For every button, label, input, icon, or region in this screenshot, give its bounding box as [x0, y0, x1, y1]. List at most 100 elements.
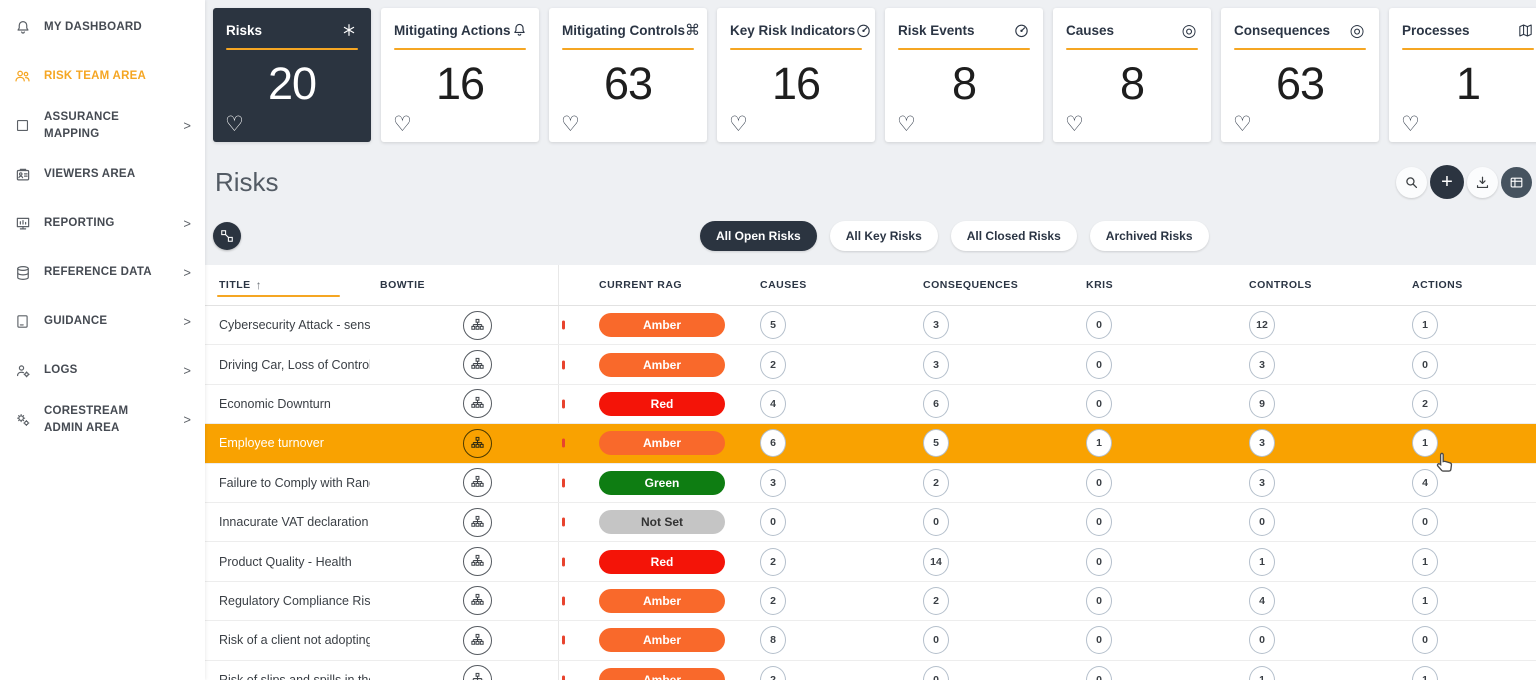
kris-count-badge[interactable]: 0 — [1086, 508, 1112, 537]
column-settings-button[interactable] — [1501, 166, 1532, 198]
actions-count-badge[interactable]: 0 — [1412, 626, 1438, 655]
actions-count-badge[interactable]: 0 — [1412, 508, 1438, 537]
heart-icon[interactable]: ♡ — [1065, 113, 1084, 136]
bowtie-icon-button[interactable] — [463, 665, 492, 680]
search-button[interactable] — [1396, 166, 1427, 198]
causes-count-badge[interactable]: 2 — [760, 665, 786, 680]
summary-card-risks[interactable]: Risks 20 ♡ — [213, 8, 371, 142]
kris-count-badge[interactable]: 0 — [1086, 350, 1112, 379]
kris-count-badge[interactable]: 0 — [1086, 665, 1112, 680]
bowtie-icon-button[interactable] — [463, 389, 492, 419]
controls-count-badge[interactable]: 1 — [1249, 547, 1275, 576]
kris-count-badge[interactable]: 0 — [1086, 547, 1112, 576]
column-header-current-rag[interactable]: CURRENT RAG — [558, 265, 740, 305]
risk-row[interactable]: Innacurate VAT declaration Not Set 0 0 0… — [205, 502, 1536, 543]
bowtie-icon-button[interactable] — [463, 468, 492, 498]
consequences-count-badge[interactable]: 2 — [923, 586, 949, 615]
bowtie-icon-button[interactable] — [463, 310, 492, 340]
kris-count-badge[interactable]: 0 — [1086, 626, 1112, 655]
risk-row[interactable]: Cybersecurity Attack - sensitive ... Amb… — [205, 306, 1536, 346]
filter-all-closed-risks[interactable]: All Closed Risks — [950, 221, 1077, 251]
summary-card-consequences[interactable]: Consequences ◎ 63 ♡ — [1221, 8, 1379, 142]
bowtie-link-button[interactable] — [213, 222, 241, 250]
consequences-count-badge[interactable]: 14 — [923, 547, 949, 576]
controls-count-badge[interactable]: 0 — [1249, 626, 1275, 655]
consequences-count-badge[interactable]: 6 — [923, 389, 949, 418]
filter-all-key-risks[interactable]: All Key Risks — [829, 221, 938, 251]
kris-count-badge[interactable]: 1 — [1086, 429, 1112, 458]
heart-icon[interactable]: ♡ — [225, 113, 244, 136]
risk-row[interactable]: Risk of a client not adopting a p... Amb… — [205, 621, 1536, 661]
actions-count-badge[interactable]: 2 — [1412, 389, 1438, 418]
kris-count-badge[interactable]: 0 — [1086, 389, 1112, 418]
bowtie-icon-button[interactable] — [463, 586, 492, 616]
bowtie-icon-button[interactable] — [463, 350, 492, 380]
causes-count-badge[interactable]: 0 — [760, 508, 786, 537]
consequences-count-badge[interactable]: 0 — [923, 626, 949, 655]
summary-card-mitigating-actions[interactable]: Mitigating Actions 16 ♡ — [381, 8, 539, 142]
sidebar-item-risk-team-area[interactable]: RISK TEAM AREA — [0, 52, 205, 101]
download-button[interactable] — [1467, 166, 1498, 198]
controls-count-badge[interactable]: 3 — [1249, 429, 1275, 458]
heart-icon[interactable]: ♡ — [729, 113, 748, 136]
consequences-count-badge[interactable]: 0 — [923, 665, 949, 680]
column-header-controls[interactable]: CONTROLS — [1249, 279, 1312, 291]
summary-card-processes[interactable]: Processes 1 ♡ — [1389, 8, 1536, 142]
causes-count-badge[interactable]: 2 — [760, 350, 786, 379]
bowtie-icon-button[interactable] — [463, 625, 492, 655]
controls-count-badge[interactable]: 3 — [1249, 350, 1275, 379]
sidebar-item-my-dashboard[interactable]: MY DASHBOARD — [0, 3, 205, 52]
risk-row[interactable]: Risk of slips and spills in the wo... Am… — [205, 660, 1536, 680]
risk-row-selected[interactable]: Employee turnover Amber 6 5 1 3 1 — [205, 424, 1536, 464]
controls-count-badge[interactable]: 0 — [1249, 508, 1275, 537]
sidebar-item-guidance[interactable]: GUIDANCE > — [0, 297, 205, 346]
risk-row[interactable]: Product Quality - Health Red 2 14 0 1 1 — [205, 542, 1536, 582]
risk-row[interactable]: Economic Downturn Red 4 6 0 9 2 — [205, 384, 1536, 425]
actions-count-badge[interactable]: 1 — [1412, 547, 1438, 576]
column-header-causes[interactable]: CAUSES — [760, 279, 807, 291]
consequences-count-badge[interactable]: 5 — [923, 429, 949, 458]
bowtie-icon-button[interactable] — [463, 547, 492, 577]
summary-card-causes[interactable]: Causes ◎ 8 ♡ — [1053, 8, 1211, 142]
actions-count-badge[interactable]: 1 — [1412, 586, 1438, 615]
sidebar-item-corestream-admin-area[interactable]: CORESTREAM ADMIN AREA > — [0, 395, 205, 444]
add-risk-button[interactable]: + — [1430, 165, 1464, 199]
risk-row[interactable]: Driving Car, Loss of Control Amber 2 3 0… — [205, 345, 1536, 385]
heart-icon[interactable]: ♡ — [561, 113, 580, 136]
sidebar-item-viewers-area[interactable]: VIEWERS AREA — [0, 150, 205, 199]
heart-icon[interactable]: ♡ — [1233, 113, 1252, 136]
sidebar-item-reference-data[interactable]: REFERENCE DATA > — [0, 248, 205, 297]
sidebar-item-assurance-mapping[interactable]: ASSURANCE MAPPING > — [0, 101, 205, 150]
column-header-bowtie[interactable]: BOWTIE — [380, 279, 425, 291]
actions-count-badge[interactable]: 1 — [1412, 429, 1438, 458]
actions-count-badge[interactable]: 4 — [1412, 468, 1438, 497]
column-header-actions[interactable]: ACTIONS — [1412, 279, 1463, 291]
sidebar-item-reporting[interactable]: REPORTING > — [0, 199, 205, 248]
controls-count-badge[interactable]: 9 — [1249, 389, 1275, 418]
kris-count-badge[interactable]: 0 — [1086, 468, 1112, 497]
controls-count-badge[interactable]: 1 — [1249, 665, 1275, 680]
filter-archived-risks[interactable]: Archived Risks — [1089, 221, 1209, 251]
heart-icon[interactable]: ♡ — [393, 113, 412, 136]
causes-count-badge[interactable]: 3 — [760, 468, 786, 497]
controls-count-badge[interactable]: 3 — [1249, 468, 1275, 497]
column-header-title[interactable]: TITLE ↑ — [205, 265, 370, 305]
controls-count-badge[interactable]: 12 — [1249, 311, 1275, 340]
actions-count-badge[interactable]: 0 — [1412, 350, 1438, 379]
consequences-count-badge[interactable]: 2 — [923, 468, 949, 497]
causes-count-badge[interactable]: 4 — [760, 389, 786, 418]
summary-card-risk-events[interactable]: Risk Events 8 ♡ — [885, 8, 1043, 142]
consequences-count-badge[interactable]: 3 — [923, 350, 949, 379]
actions-count-badge[interactable]: 1 — [1412, 665, 1438, 680]
filter-all-open-risks[interactable]: All Open Risks — [700, 221, 817, 251]
risk-row[interactable]: Regulatory Compliance Risk Amber 2 2 0 4… — [205, 581, 1536, 622]
consequences-count-badge[interactable]: 3 — [923, 311, 949, 340]
causes-count-badge[interactable]: 2 — [760, 586, 786, 615]
column-header-consequences[interactable]: CONSEQUENCES — [923, 279, 1019, 291]
summary-card-key-risk-indicators[interactable]: Key Risk Indicators 16 ♡ — [717, 8, 875, 142]
causes-count-badge[interactable]: 8 — [760, 626, 786, 655]
actions-count-badge[interactable]: 1 — [1412, 311, 1438, 340]
consequences-count-badge[interactable]: 0 — [923, 508, 949, 537]
heart-icon[interactable]: ♡ — [1401, 113, 1420, 136]
sidebar-item-logs[interactable]: LOGS > — [0, 346, 205, 395]
